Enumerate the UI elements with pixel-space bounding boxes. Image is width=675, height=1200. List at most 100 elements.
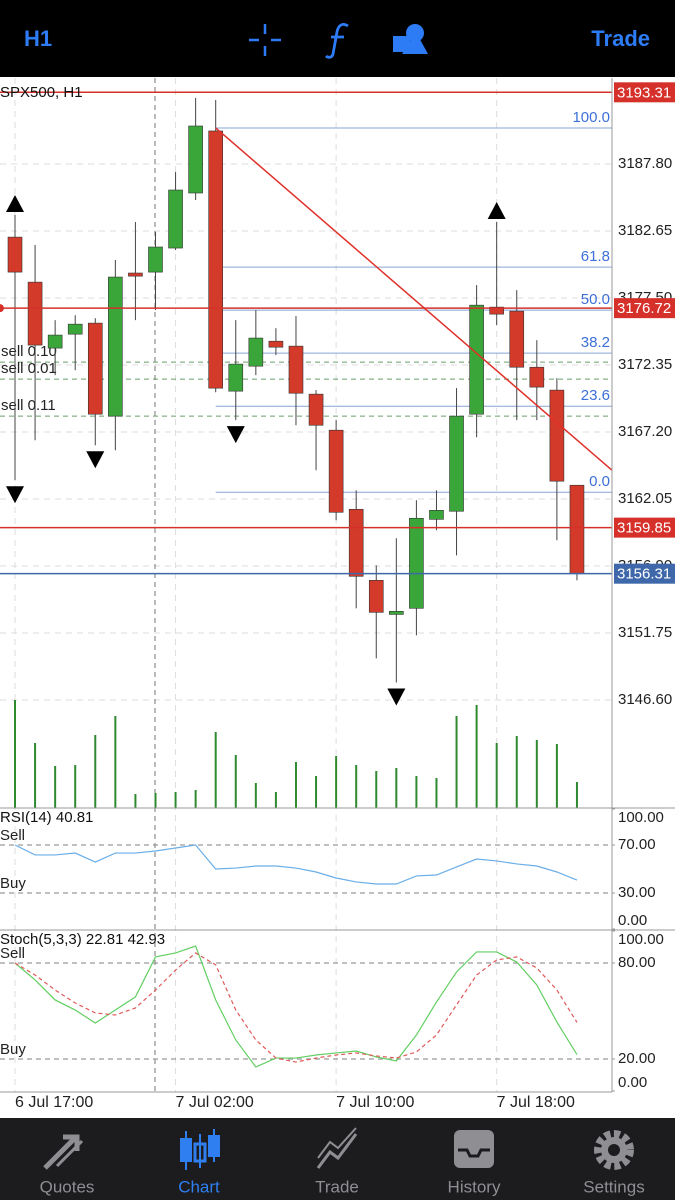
y-tick-label: 3162.05 xyxy=(618,490,672,507)
y-tick-label: 20.00 xyxy=(618,1050,656,1067)
candle-body xyxy=(67,323,83,335)
fractal-up xyxy=(6,194,24,212)
fib-label: 50.0 xyxy=(581,291,610,308)
candle-body xyxy=(47,334,63,349)
trade-icon[interactable] xyxy=(316,1127,358,1169)
candle-body xyxy=(549,389,565,482)
level-label: Sell xyxy=(0,827,25,844)
y-tick-label: 70.00 xyxy=(618,836,656,853)
fib-label: 23.6 xyxy=(581,387,610,404)
candle-body xyxy=(348,508,364,577)
history-icon[interactable] xyxy=(454,1130,494,1168)
fractal-up xyxy=(487,202,506,220)
tab-label[interactable]: Trade xyxy=(315,1177,359,1196)
candle-body xyxy=(529,366,545,388)
candle-body xyxy=(27,281,43,346)
x-tick-label: 6 Jul 17:00 xyxy=(15,1094,93,1111)
indicator-line xyxy=(14,844,578,885)
y-tick-label: 100.00 xyxy=(618,809,664,826)
x-tick-label: 7 Jul 18:00 xyxy=(497,1094,575,1111)
y-tick-label: 30.00 xyxy=(618,884,656,901)
chart-title: SPX500, H1 xyxy=(0,84,83,101)
fractal-down xyxy=(387,688,406,706)
y-tick-label: 0.00 xyxy=(618,912,647,929)
candle-body xyxy=(429,510,444,520)
top-bar-bg xyxy=(0,0,675,77)
price-label-box xyxy=(614,517,675,538)
y-tick-label: 3167.20 xyxy=(618,423,672,440)
indicators-icon[interactable] xyxy=(325,23,349,59)
price-line-handle xyxy=(0,304,4,313)
candle-body xyxy=(188,125,203,194)
y-tick-label: 100.00 xyxy=(618,931,664,948)
fib-label: 0.0 xyxy=(589,473,610,490)
candle-body xyxy=(328,429,344,513)
candle-body xyxy=(108,276,123,417)
level-label: Buy xyxy=(0,875,26,892)
y-tick-label: 80.00 xyxy=(618,954,656,971)
objects-icon[interactable] xyxy=(393,24,428,54)
y-tick-label: 3146.60 xyxy=(618,691,672,708)
x-tick-label: 7 Jul 02:00 xyxy=(176,1094,254,1111)
candle-body xyxy=(509,310,525,368)
candle-body xyxy=(288,345,304,394)
crosshair-icon[interactable] xyxy=(249,24,281,56)
price-label-box xyxy=(614,563,675,584)
candle-body xyxy=(389,610,404,615)
tab-label[interactable]: Quotes xyxy=(40,1177,95,1196)
candle-body xyxy=(368,580,384,613)
candle-body xyxy=(148,246,163,273)
indicator-line xyxy=(14,952,578,1063)
indicator-title: Stoch(5,3,3) 22.81 42.93 xyxy=(0,931,165,948)
fib-label: 38.2 xyxy=(581,334,610,351)
candle-body xyxy=(228,363,244,392)
trade-button[interactable]: Trade xyxy=(591,26,650,51)
tab-bar: Quotes Chart Trade History Settings xyxy=(0,1118,675,1200)
fib-label: 61.8 xyxy=(581,248,610,265)
candle-body xyxy=(489,306,504,315)
quotes-icon[interactable] xyxy=(43,1134,84,1170)
order-label: sell 0.01 xyxy=(1,360,57,377)
price-label: 3193.31 xyxy=(617,84,671,101)
candle-body xyxy=(168,189,183,249)
top-bar: H1 Trade xyxy=(0,0,675,77)
chart-icon[interactable] xyxy=(180,1129,220,1170)
tab-label[interactable]: History xyxy=(448,1177,501,1196)
candle-body xyxy=(469,304,484,415)
indicator-title: RSI(14) 40.81 xyxy=(0,809,93,826)
fractal-down xyxy=(86,451,105,469)
y-tick-label: 0.00 xyxy=(618,1074,647,1091)
fractal-down xyxy=(6,486,24,504)
order-label: sell 0.11 xyxy=(1,397,56,414)
price-label-box xyxy=(614,82,675,103)
y-tick-label: 3151.75 xyxy=(618,624,672,641)
price-label: 3156.31 xyxy=(617,566,671,583)
settings-icon[interactable] xyxy=(594,1130,634,1170)
y-tick-label: 3187.80 xyxy=(618,155,672,172)
candle-body xyxy=(248,337,264,367)
candle-body xyxy=(308,393,324,426)
trendline xyxy=(215,127,613,471)
candle-body xyxy=(268,340,284,348)
tab-label[interactable]: Chart xyxy=(178,1177,220,1196)
x-tick-label: 7 Jul 10:00 xyxy=(336,1094,414,1111)
chart: 3187.803182.653177.503172.353167.203162.… xyxy=(0,78,675,1111)
fractal-down xyxy=(226,426,245,444)
price-label: 3159.85 xyxy=(617,520,671,537)
candle-body xyxy=(409,517,424,609)
timeframe-button[interactable]: H1 xyxy=(24,26,52,51)
y-tick-label: 3182.65 xyxy=(618,222,672,239)
tab-label[interactable]: Settings xyxy=(583,1177,644,1196)
level-label: Sell xyxy=(0,945,25,962)
price-label: 3176.72 xyxy=(617,300,671,317)
y-tick-label: 3172.35 xyxy=(618,356,672,373)
candle-body xyxy=(208,130,223,389)
fib-label: 100.0 xyxy=(572,109,610,126)
candle-body xyxy=(128,272,143,277)
candle-body xyxy=(449,415,464,512)
price-label-box xyxy=(614,298,675,319)
candle-body xyxy=(569,484,585,574)
candle-body xyxy=(7,236,23,273)
